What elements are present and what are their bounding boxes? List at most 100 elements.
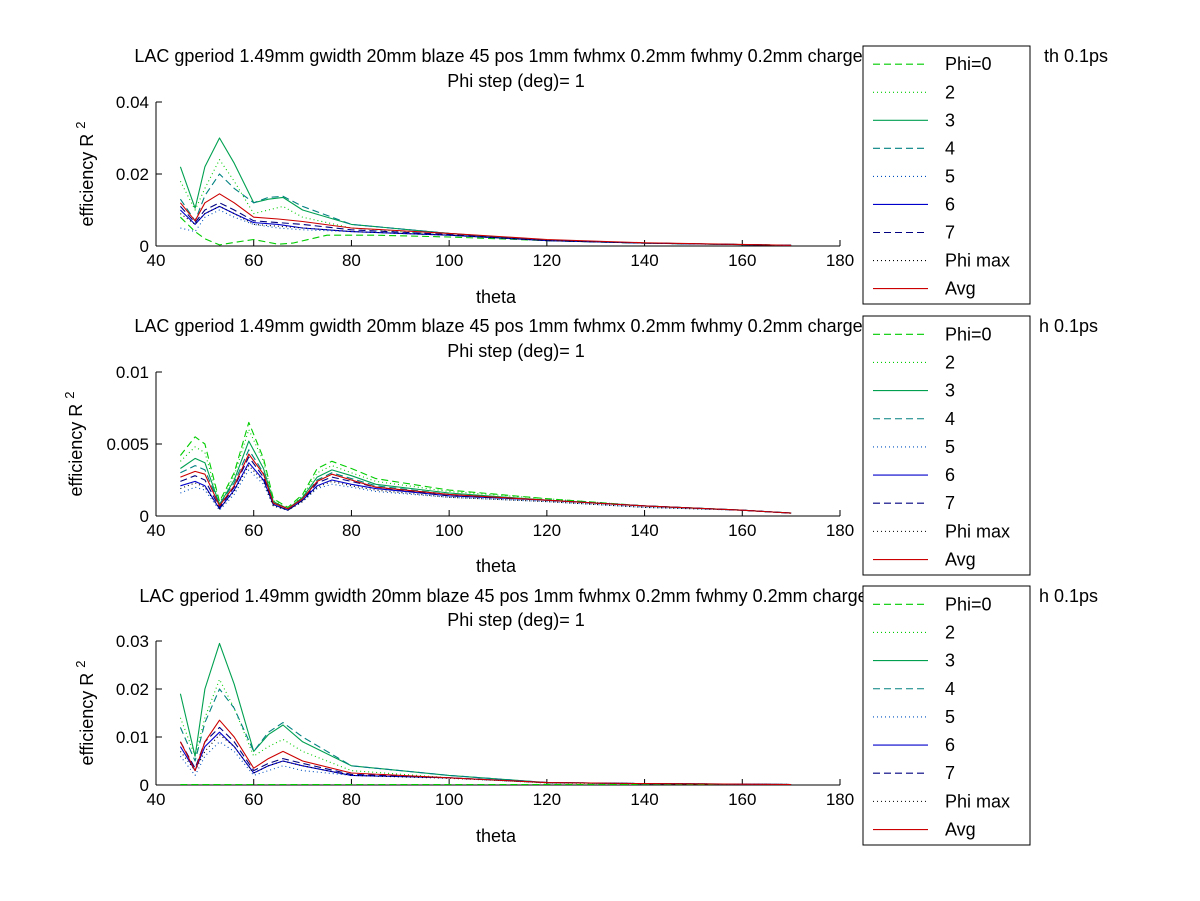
- series-line-4: [180, 449, 792, 514]
- x-tick-label: 140: [630, 521, 658, 540]
- chart-subtitle: Phi step (deg)= 1: [447, 71, 585, 91]
- legend-box: [862, 585, 1031, 846]
- legend-label-6: 6: [945, 735, 955, 755]
- y-axis-label-text: efficiency R: [77, 668, 97, 766]
- chart-title: LAC gperiod 1.49mm gwidth 20mm blaze 45 …: [139, 586, 892, 606]
- legend-label-9: Avg: [945, 279, 976, 299]
- legend-label-6: 6: [945, 465, 955, 485]
- legend-label-2: 2: [945, 352, 955, 372]
- x-tick-label: 180: [826, 251, 854, 270]
- chart-subtitle: Phi step (deg)= 1: [447, 341, 585, 361]
- series-line-5: [180, 209, 792, 246]
- legend-label-2: 2: [945, 622, 955, 642]
- x-tick-label: 160: [728, 251, 756, 270]
- y-tick-label: 0.005: [106, 435, 149, 454]
- series-group: [179, 642, 792, 786]
- series-line-9: [179, 193, 792, 246]
- legend-label-2: 2: [945, 82, 955, 102]
- x-tick-label: 100: [435, 790, 463, 809]
- y-axis-label: efficiency R 2: [62, 392, 86, 497]
- x-tick-label: 180: [826, 521, 854, 540]
- legend-label-8: Phi max: [945, 791, 1010, 811]
- subplot-3: LAC gperiod 1.49mm gwidth 20mm blaze 45 …: [73, 585, 1098, 846]
- series-line-7: [179, 202, 792, 246]
- y-tick-label: 0.01: [116, 363, 149, 382]
- series-line-7: [180, 456, 792, 514]
- legend-label-6: 6: [945, 194, 955, 214]
- x-tick-label: 160: [728, 790, 756, 809]
- y-tick-label: 0.02: [116, 680, 149, 699]
- x-tick-label: 40: [147, 521, 166, 540]
- x-tick-label: 160: [728, 521, 756, 540]
- x-tick-label: 40: [147, 251, 166, 270]
- y-tick-label: 0: [140, 237, 149, 256]
- legend-label-3: 3: [945, 651, 955, 671]
- x-tick-label: 40: [147, 790, 166, 809]
- legend-label-9: Avg: [945, 550, 976, 570]
- series-line-9: [180, 453, 792, 514]
- series-group: [179, 421, 792, 514]
- y-tick-label: 0.03: [116, 632, 149, 651]
- chart-title-tail: h 0.1ps: [1039, 316, 1098, 336]
- chart-title-tail: h 0.1ps: [1039, 586, 1098, 606]
- series-line-8: [180, 205, 792, 246]
- x-tick-label: 180: [826, 790, 854, 809]
- legend-label-5: 5: [945, 437, 955, 457]
- y-axis-label-text: efficiency R: [77, 129, 97, 227]
- x-tick-label: 100: [435, 251, 463, 270]
- x-tick-label: 120: [533, 251, 561, 270]
- legend-label-4: 4: [945, 138, 955, 158]
- series-line-6: [179, 731, 792, 786]
- x-axis-label: theta: [476, 556, 517, 576]
- legend-label-1: Phi=0: [945, 54, 992, 74]
- series-line-6: [180, 205, 792, 246]
- legend-label-3: 3: [945, 381, 955, 401]
- x-tick-label: 60: [244, 521, 263, 540]
- series-line-7: [179, 726, 792, 786]
- x-axis-label: theta: [476, 826, 517, 846]
- legend-label-1: Phi=0: [945, 594, 992, 614]
- legend-label-5: 5: [945, 707, 955, 727]
- legend-label-8: Phi max: [945, 521, 1010, 541]
- chart-title: LAC gperiod 1.49mm gwidth 20mm blaze 45 …: [134, 46, 897, 66]
- x-tick-label: 100: [435, 521, 463, 540]
- series-line-6: [180, 462, 792, 514]
- legend: Phi=0 2 3 4 5 6 7 Phi max Avg: [862, 585, 1031, 846]
- legend-label-8: Phi max: [945, 251, 1010, 271]
- y-axis-label-text: efficiency R: [66, 399, 86, 497]
- legend-label-7: 7: [945, 763, 955, 783]
- legend: Phi=0 2 3 4 5 6 7 Phi max Avg: [862, 315, 1031, 576]
- legend-label-7: 7: [945, 222, 955, 242]
- y-tick-label: 0: [140, 776, 149, 795]
- series-line-5: [180, 469, 792, 514]
- legend-box: [862, 45, 1031, 305]
- series-line-4: [179, 173, 792, 246]
- legend-label-7: 7: [945, 493, 955, 513]
- subplot-1: LAC gperiod 1.49mm gwidth 20mm blaze 45 …: [73, 45, 1108, 307]
- x-axis-label: theta: [476, 287, 517, 307]
- x-tick-label: 120: [533, 790, 561, 809]
- y-tick-label: 0.01: [116, 728, 149, 747]
- y-axis-label-superscript: 2: [62, 392, 77, 399]
- x-tick-label: 60: [244, 251, 263, 270]
- legend-box: [862, 315, 1031, 576]
- legend-label-9: Avg: [945, 820, 976, 840]
- series-line-9: [179, 719, 792, 786]
- y-tick-label: 0: [140, 507, 149, 526]
- x-tick-label: 80: [342, 251, 361, 270]
- legend: Phi=0 2 3 4 5 6 7 Phi max Avg: [862, 45, 1031, 305]
- legend-label-4: 4: [945, 679, 955, 699]
- legend-label-3: 3: [945, 110, 955, 130]
- series-line-3: [179, 642, 792, 786]
- y-axis-label: efficiency R 2: [73, 122, 97, 227]
- legend-label-1: Phi=0: [945, 324, 992, 344]
- y-axis-label-superscript: 2: [73, 661, 88, 668]
- series-line-8: [180, 465, 792, 514]
- series-line-4: [179, 688, 792, 786]
- series-line-3: [179, 137, 792, 246]
- legend-label-4: 4: [945, 409, 955, 429]
- chart-subtitle: Phi step (deg)= 1: [447, 610, 585, 630]
- x-tick-label: 120: [533, 521, 561, 540]
- x-tick-label: 140: [630, 790, 658, 809]
